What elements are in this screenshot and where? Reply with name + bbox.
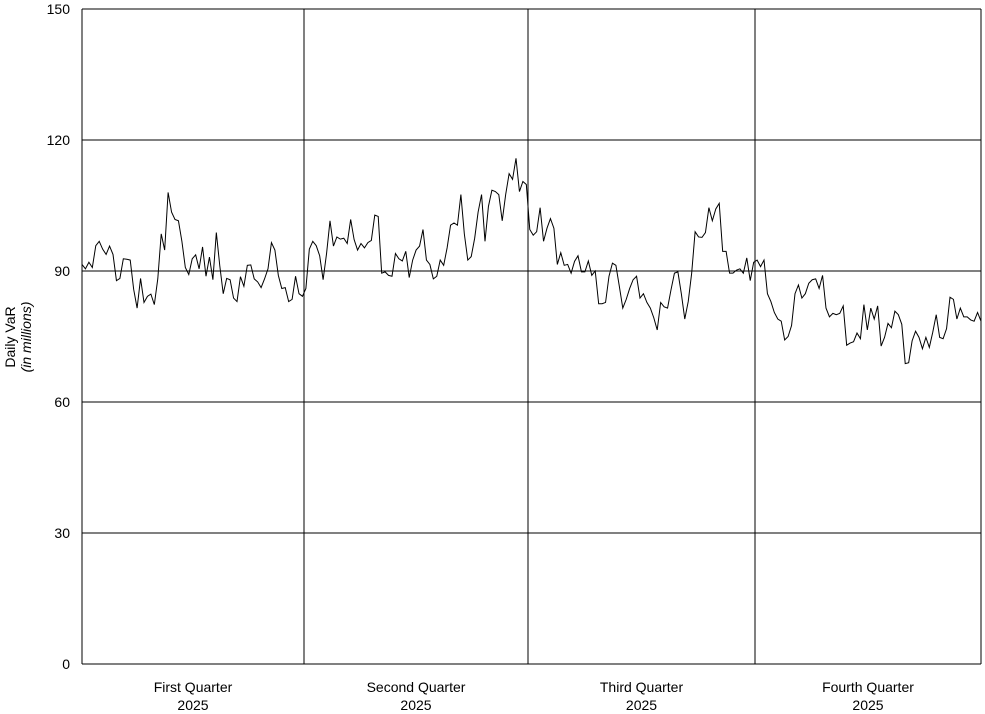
y-axis-label: Daily VaR [2, 306, 18, 367]
y-tick-label: 150 [47, 1, 71, 17]
x-axis-quarter-labels: First Quarter 2025 Second Quarter 2025 Third… [154, 679, 915, 713]
y-tick-label: 30 [54, 525, 70, 541]
x-quarter-label: Third Quarter [600, 679, 684, 695]
x-quarter-label: First Quarter [154, 679, 233, 695]
y-axis-title: Daily VaR (in millions) [2, 302, 34, 373]
series-group [81, 158, 982, 365]
y-tick-label: 90 [54, 263, 70, 279]
x-quarter-year: 2025 [626, 697, 657, 713]
y-tick-label: 120 [47, 132, 71, 148]
x-quarter-year: 2025 [400, 697, 431, 713]
y-axis-sublabel: (in millions) [18, 302, 34, 373]
x-quarter-year: 2025 [177, 697, 208, 713]
daily-var-series-line [81, 158, 982, 365]
y-tick-label: 0 [62, 656, 70, 672]
x-quarter-year: 2025 [852, 697, 883, 713]
y-axis-tick-labels: 0 30 60 90 120 150 [47, 1, 71, 672]
gridlines [81, 8, 982, 665]
x-quarter-label: Second Quarter [367, 679, 466, 695]
x-quarter-label: Fourth Quarter [822, 679, 914, 695]
y-tick-label: 60 [54, 394, 70, 410]
